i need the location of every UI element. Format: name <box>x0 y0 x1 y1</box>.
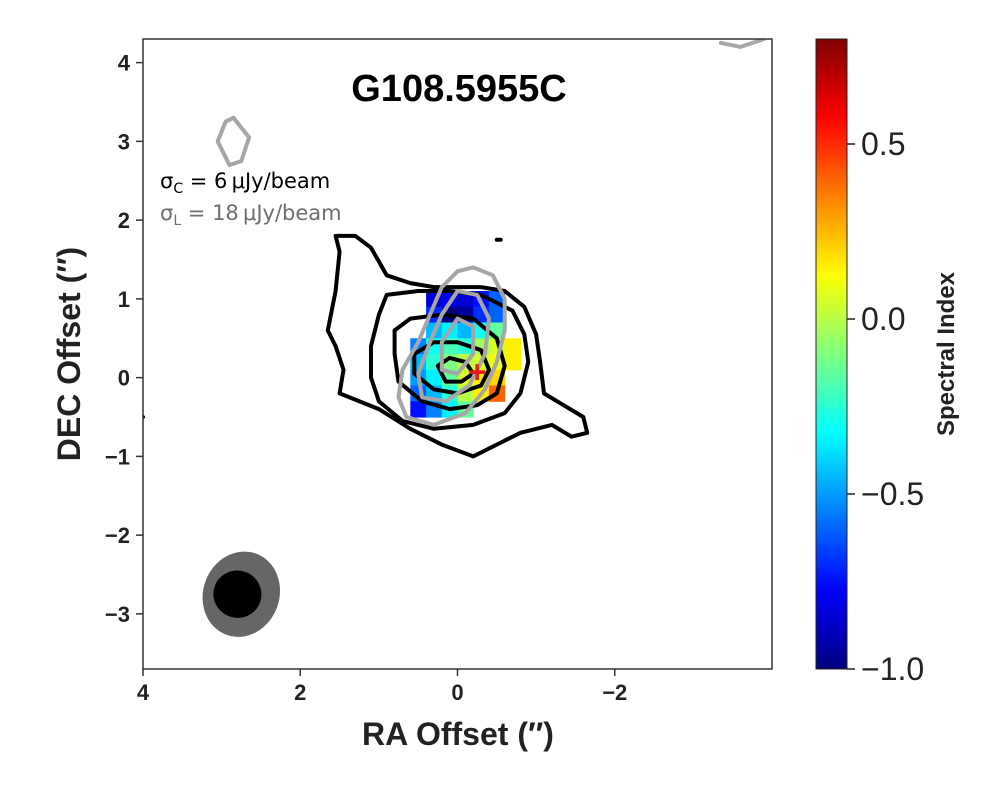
spectral-index-pixel <box>504 338 521 355</box>
colorbar-tick-label: −0.5 <box>861 476 924 512</box>
continuum-contour <box>412 340 491 396</box>
spectral-index-pixel <box>410 401 427 418</box>
y-tick-label: −2 <box>105 523 130 548</box>
x-tick-label: 0 <box>451 680 463 705</box>
chart-title: G108.5955C <box>351 68 567 110</box>
line-contour <box>215 115 252 167</box>
marker-layer <box>469 364 486 381</box>
y-axis: 4 3 2 1 0 −1 −2 −3 <box>105 51 143 627</box>
sigma-c-subscript: C <box>173 181 183 197</box>
colorbar <box>815 38 848 670</box>
spectral-index-pixel <box>504 354 521 371</box>
contour-layer <box>143 39 767 459</box>
x-axis-title: RA Offset (″) <box>362 716 554 752</box>
source-marker <box>469 364 486 381</box>
sigma-c-value: = 6 μJy/beam <box>183 169 330 193</box>
spectral-index-pixel <box>488 306 506 324</box>
sigma-c-annotation: σC = 6 μJy/beam <box>160 169 330 197</box>
sigma-c-symbol: σ <box>160 169 173 193</box>
colorbar-title: Spectral Index <box>933 271 960 436</box>
y-tick-label: 2 <box>118 208 130 233</box>
c-band-beam-ellipse <box>213 570 262 618</box>
line-contour <box>416 289 491 404</box>
y-tick-label: −3 <box>105 602 130 627</box>
continuum-contour <box>325 233 590 459</box>
sigma-l-value: = 18 μJy/beam <box>181 201 342 225</box>
y-tick-label: 0 <box>118 366 130 391</box>
y-tick-label: 3 <box>118 129 130 154</box>
sigma-l-subscript: L <box>173 213 181 229</box>
x-tick-label: 2 <box>294 680 306 705</box>
line-contour <box>718 39 767 49</box>
y-axis-title: DEC Offset (″) <box>51 247 87 461</box>
colorbar-tick-label: −1.0 <box>861 651 924 687</box>
colorbar-tick-label: 0.0 <box>861 301 905 337</box>
x-tick-label: 4 <box>137 680 150 705</box>
spectral-index-pixel <box>426 369 443 387</box>
x-tick-label: −2 <box>602 680 627 705</box>
y-tick-label: 1 <box>118 287 130 312</box>
line-contour <box>439 316 476 376</box>
x-axis: 4 2 0 −2 <box>137 669 627 705</box>
sigma-l-symbol: σ <box>160 201 173 225</box>
beam-layer <box>202 551 281 637</box>
sigma-l-annotation: σL = 18 μJy/beam <box>160 201 342 229</box>
plot-content <box>143 39 767 637</box>
colorbar-ticks: 0.5 0.0 −0.5 −1.0 <box>847 126 924 687</box>
y-tick-label: 4 <box>118 51 131 76</box>
line-contour <box>396 265 507 427</box>
y-tick-label: −1 <box>105 444 130 469</box>
colorbar-tick-label: 0.5 <box>861 126 905 162</box>
